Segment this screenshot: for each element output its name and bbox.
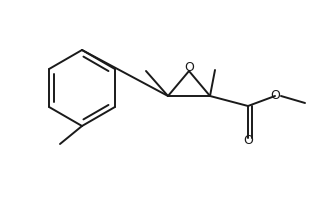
Text: O: O — [243, 134, 253, 147]
Text: O: O — [184, 61, 194, 74]
Text: O: O — [270, 89, 280, 102]
